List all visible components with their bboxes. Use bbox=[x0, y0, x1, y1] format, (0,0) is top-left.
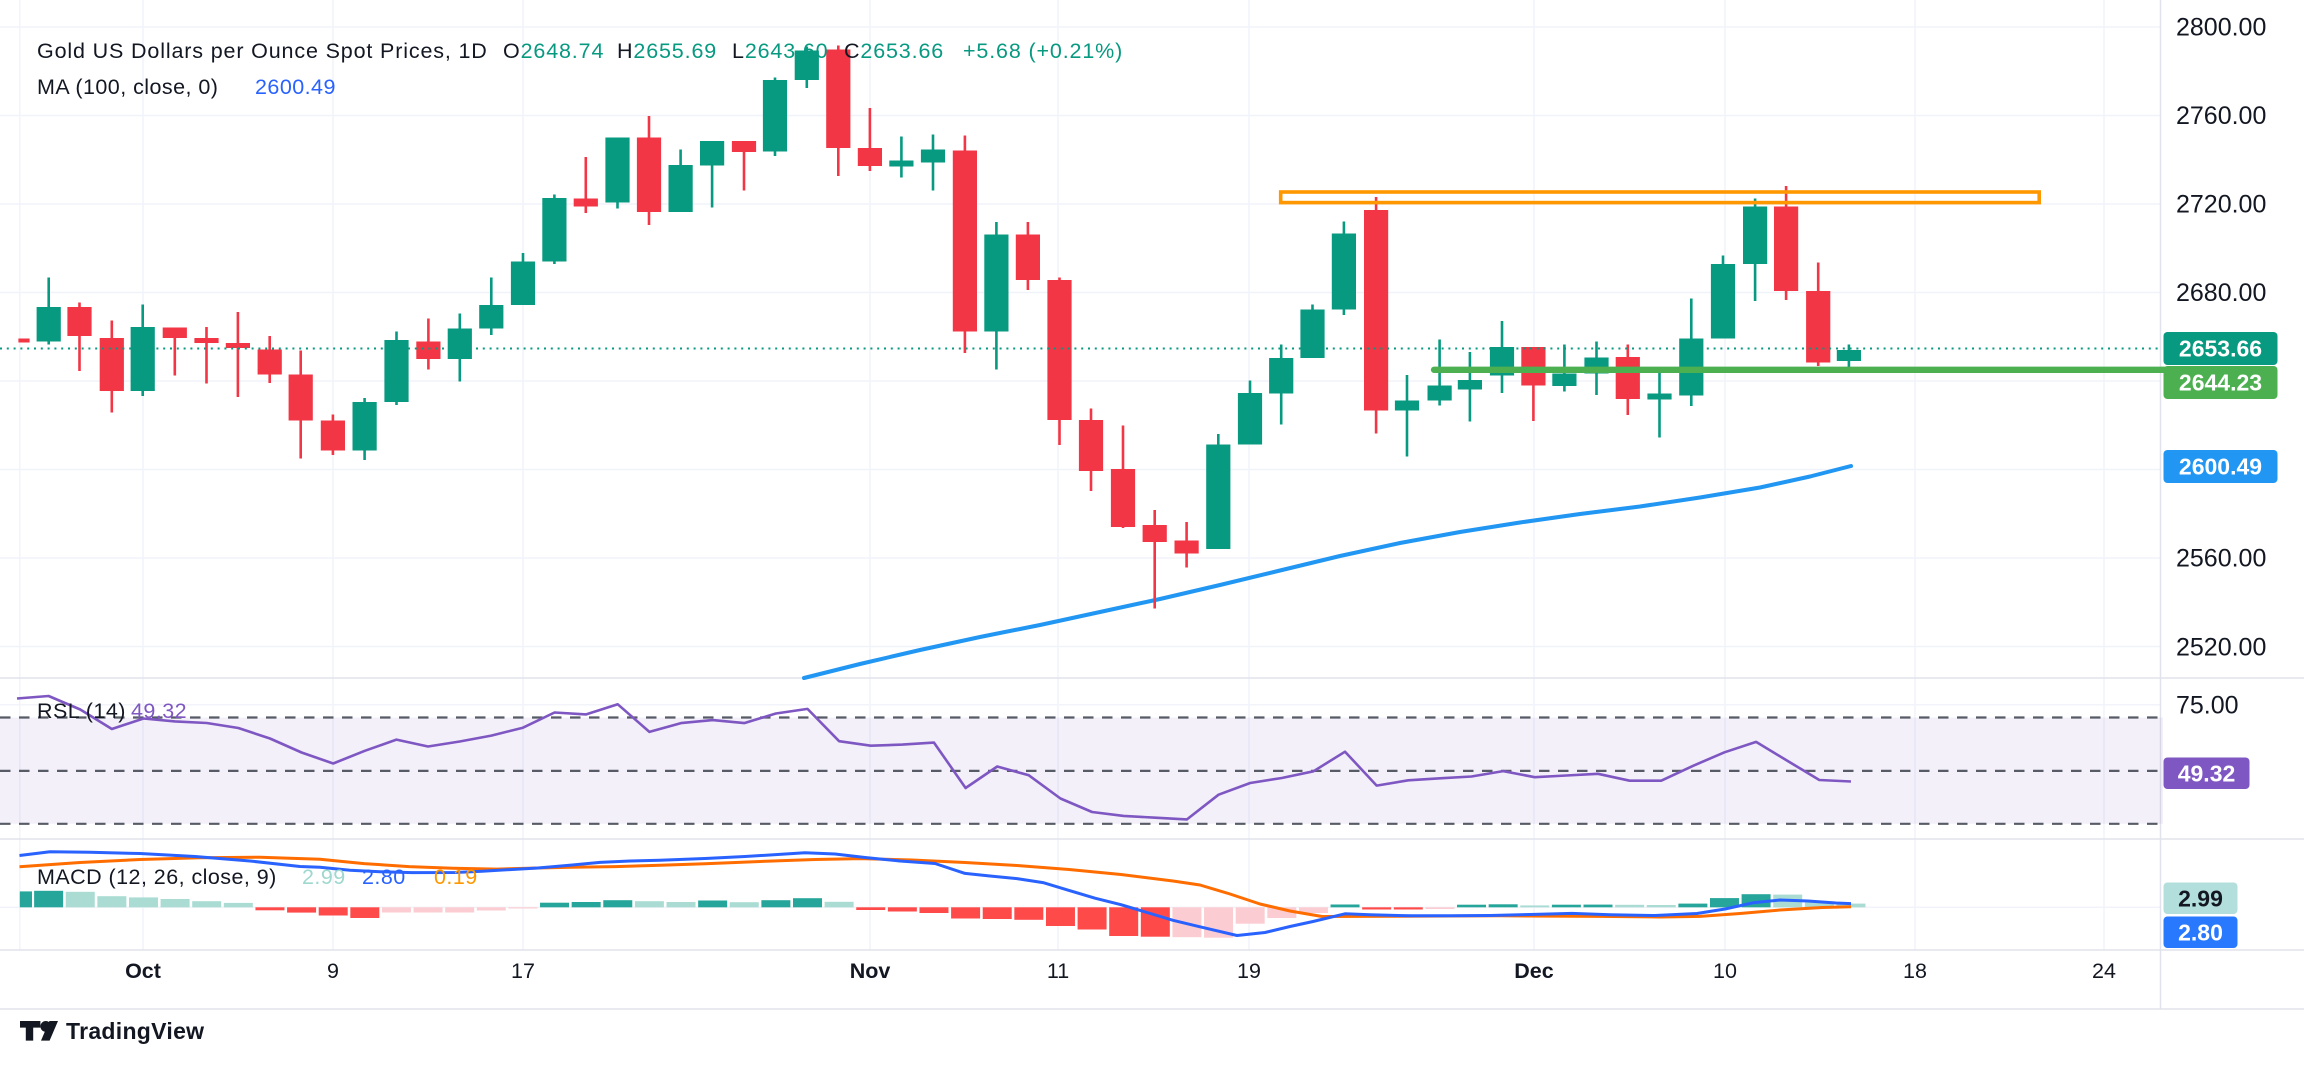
svg-text:2644.23: 2644.23 bbox=[2179, 370, 2262, 396]
svg-text:Dec: Dec bbox=[1514, 959, 1553, 983]
svg-text:MA (100, close, 0)2600.49: MA (100, close, 0) 2600.49 bbox=[37, 75, 336, 99]
svg-text:2.99: 2.99 bbox=[2178, 885, 2223, 911]
svg-text:24: 24 bbox=[2092, 959, 2116, 983]
svg-text:MACD (12, 26, close, 9)2.992.8: MACD (12, 26, close, 9) 2.99 2.80 0.19 bbox=[37, 865, 478, 889]
svg-text:2760.00: 2760.00 bbox=[2176, 102, 2266, 130]
svg-text:10: 10 bbox=[1713, 959, 1737, 983]
svg-text:2720.00: 2720.00 bbox=[2176, 191, 2266, 219]
svg-text:2560.00: 2560.00 bbox=[2176, 545, 2266, 573]
svg-text:75.00: 75.00 bbox=[2176, 692, 2239, 720]
svg-text:Gold US Dollars per Ounce Spot: Gold US Dollars per Ounce Spot Prices, 1… bbox=[37, 39, 1123, 63]
svg-text:2.80: 2.80 bbox=[2178, 919, 2223, 945]
svg-text:RSL (14)49.32: RSL (14) 49.32 bbox=[37, 699, 187, 723]
svg-text:Oct: Oct bbox=[125, 959, 161, 983]
svg-text:TradingView: TradingView bbox=[66, 1018, 204, 1044]
svg-text:18: 18 bbox=[1903, 959, 1927, 983]
svg-text:2680.00: 2680.00 bbox=[2176, 279, 2266, 307]
svg-text:17: 17 bbox=[511, 959, 535, 983]
svg-text:2520.00: 2520.00 bbox=[2176, 634, 2266, 662]
svg-text:2800.00: 2800.00 bbox=[2176, 14, 2266, 42]
svg-text:11: 11 bbox=[1047, 959, 1069, 983]
svg-text:2600.49: 2600.49 bbox=[2179, 454, 2262, 480]
svg-text:49.32: 49.32 bbox=[2178, 760, 2236, 786]
svg-text:Nov: Nov bbox=[850, 959, 891, 983]
svg-text:19: 19 bbox=[1237, 959, 1261, 983]
svg-text:9: 9 bbox=[327, 959, 339, 983]
svg-text:2653.66: 2653.66 bbox=[2179, 336, 2262, 362]
